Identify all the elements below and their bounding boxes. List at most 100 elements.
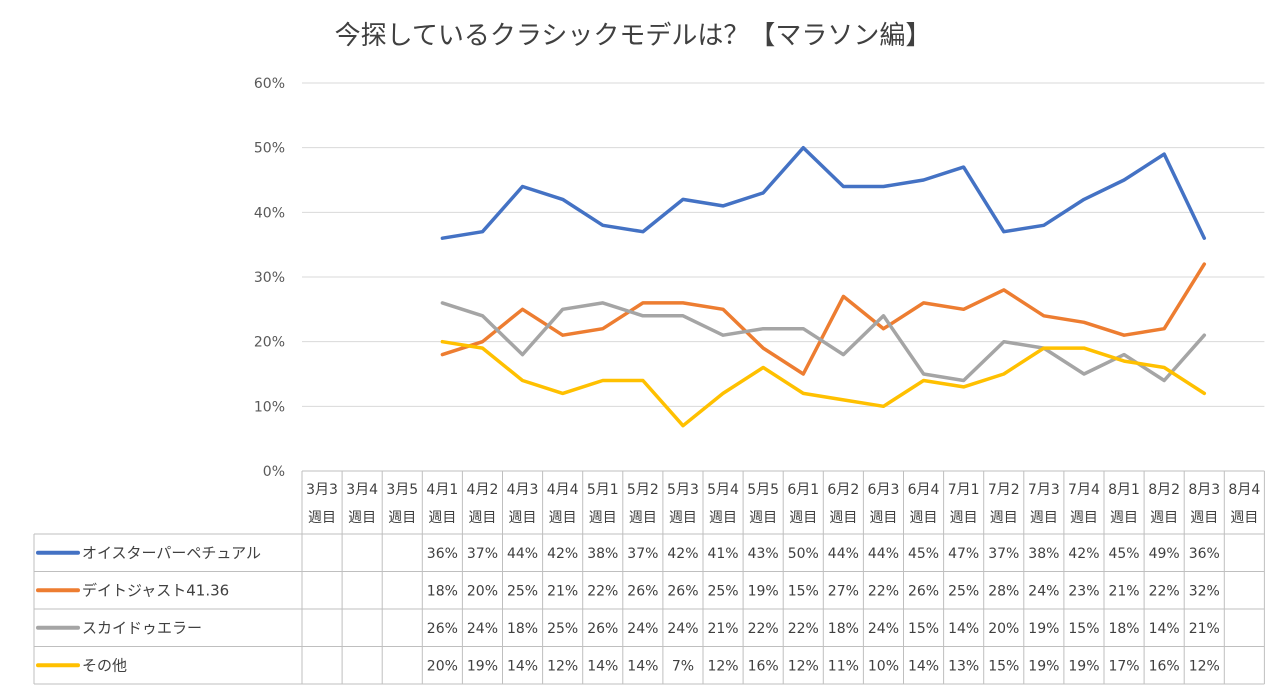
data-label: 21% — [1189, 621, 1220, 637]
data-label: 19% — [1028, 621, 1059, 637]
x-category-label: 週目 — [950, 510, 978, 526]
data-label: 44% — [828, 546, 859, 562]
x-category-label: 4月2 — [467, 482, 499, 498]
data-label: 26% — [427, 621, 458, 637]
data-label: 42% — [547, 546, 578, 562]
data-label: 36% — [1189, 546, 1220, 562]
data-label: 20% — [467, 583, 498, 599]
data-label: 14% — [948, 621, 979, 637]
x-category-label: 7月4 — [1068, 482, 1100, 498]
data-label: 25% — [707, 583, 738, 599]
x-category-label: 週目 — [1150, 510, 1178, 526]
data-label: 20% — [988, 621, 1019, 637]
data-label: 14% — [507, 658, 538, 674]
data-label: 44% — [868, 546, 899, 562]
x-category-label: 週目 — [468, 510, 496, 526]
data-label: 16% — [748, 658, 779, 674]
gridlines — [302, 82, 1265, 407]
y-tick-label: 0% — [263, 464, 285, 480]
data-label: 19% — [1028, 658, 1059, 674]
x-category-label: 週目 — [910, 510, 938, 526]
data-label: 18% — [507, 621, 538, 637]
x-category-label: 8月2 — [1148, 482, 1180, 498]
y-tick-label: 30% — [254, 270, 285, 286]
data-label: 37% — [467, 546, 498, 562]
data-label: 13% — [948, 658, 979, 674]
data-label: 47% — [948, 546, 979, 562]
data-label: 42% — [1068, 546, 1099, 562]
x-category-label: 週目 — [549, 510, 577, 526]
data-label: 21% — [1108, 583, 1139, 599]
data-label: 21% — [707, 621, 738, 637]
data-label: 36% — [427, 546, 458, 562]
x-category-label: 週目 — [749, 510, 777, 526]
data-label: 43% — [748, 546, 779, 562]
x-category-label: 週目 — [589, 510, 617, 526]
data-label: 45% — [1108, 546, 1139, 562]
data-label: 22% — [587, 583, 618, 599]
x-category-label: 5月4 — [707, 482, 739, 498]
x-category-label: 7月3 — [1028, 482, 1060, 498]
data-label: 24% — [868, 621, 899, 637]
data-label: 26% — [667, 583, 698, 599]
x-category-label: 6月1 — [787, 482, 819, 498]
data-label: 22% — [868, 583, 899, 599]
y-tick-label: 60% — [254, 76, 285, 92]
data-label: 26% — [587, 621, 618, 637]
data-label: 44% — [507, 546, 538, 562]
data-label: 12% — [707, 658, 738, 674]
chart-title: 今探しているクラシックモデルは？【マラソン編】 — [335, 21, 932, 51]
legend-label: デイトジャスト41.36 — [82, 581, 229, 599]
data-label: 49% — [1149, 546, 1180, 562]
x-category-label: 4月4 — [547, 482, 579, 498]
x-category-label: 週目 — [428, 510, 456, 526]
data-label: 24% — [467, 621, 498, 637]
data-label: 15% — [788, 583, 819, 599]
data-label: 12% — [547, 658, 578, 674]
data-table: 3月3 週目 3月4 週目 3月5 週目 4月1 週目 4月2 週目 4月3 週目 4月4 週目 5月1 週目… — [33, 470, 1265, 685]
x-category-label: 週目 — [629, 510, 657, 526]
x-category-label: 8月3 — [1188, 482, 1220, 498]
data-label: 18% — [828, 621, 859, 637]
data-label: 20% — [427, 658, 458, 674]
x-category-label: 3月4 — [346, 482, 378, 498]
data-label: 16% — [1149, 658, 1180, 674]
x-category-label: 7月2 — [988, 482, 1020, 498]
x-category-label: 5月2 — [627, 482, 659, 498]
x-category-label: 7月1 — [948, 482, 980, 498]
data-label: 50% — [788, 546, 819, 562]
x-category-label: 週目 — [709, 510, 737, 526]
data-label: 38% — [587, 546, 618, 562]
data-label: 17% — [1108, 658, 1139, 674]
data-label: 14% — [587, 658, 618, 674]
data-label: 15% — [988, 658, 1019, 674]
series-line — [440, 262, 1207, 376]
data-label: 7% — [672, 658, 694, 674]
data-label: 19% — [467, 658, 498, 674]
data-label: 14% — [908, 658, 939, 674]
x-category-label: 3月5 — [386, 482, 418, 498]
y-tick-label: 10% — [254, 399, 285, 415]
x-category-label: 4月1 — [426, 482, 458, 498]
data-label: 23% — [1068, 583, 1099, 599]
data-label: 25% — [507, 583, 538, 599]
data-label: 38% — [1028, 546, 1059, 562]
x-category-label: 3月3 — [306, 482, 338, 498]
data-label: 24% — [627, 621, 658, 637]
x-category-label: 8月4 — [1228, 482, 1260, 498]
data-label: 14% — [1149, 621, 1180, 637]
y-tick-label: 20% — [254, 335, 285, 351]
x-category-label: 週目 — [348, 510, 376, 526]
x-category-label: 週目 — [669, 510, 697, 526]
x-category-label: 6月3 — [868, 482, 900, 498]
x-category-label: 週目 — [869, 510, 897, 526]
x-category-label: 週目 — [829, 510, 857, 526]
data-label: 19% — [748, 583, 779, 599]
data-label: 28% — [988, 583, 1019, 599]
data-label: 25% — [547, 621, 578, 637]
legend-label: オイスターパーペチュアル — [82, 544, 261, 562]
data-label: 15% — [908, 621, 939, 637]
data-label: 37% — [988, 546, 1019, 562]
data-label: 22% — [1149, 583, 1180, 599]
x-category-label: 週目 — [509, 510, 537, 526]
